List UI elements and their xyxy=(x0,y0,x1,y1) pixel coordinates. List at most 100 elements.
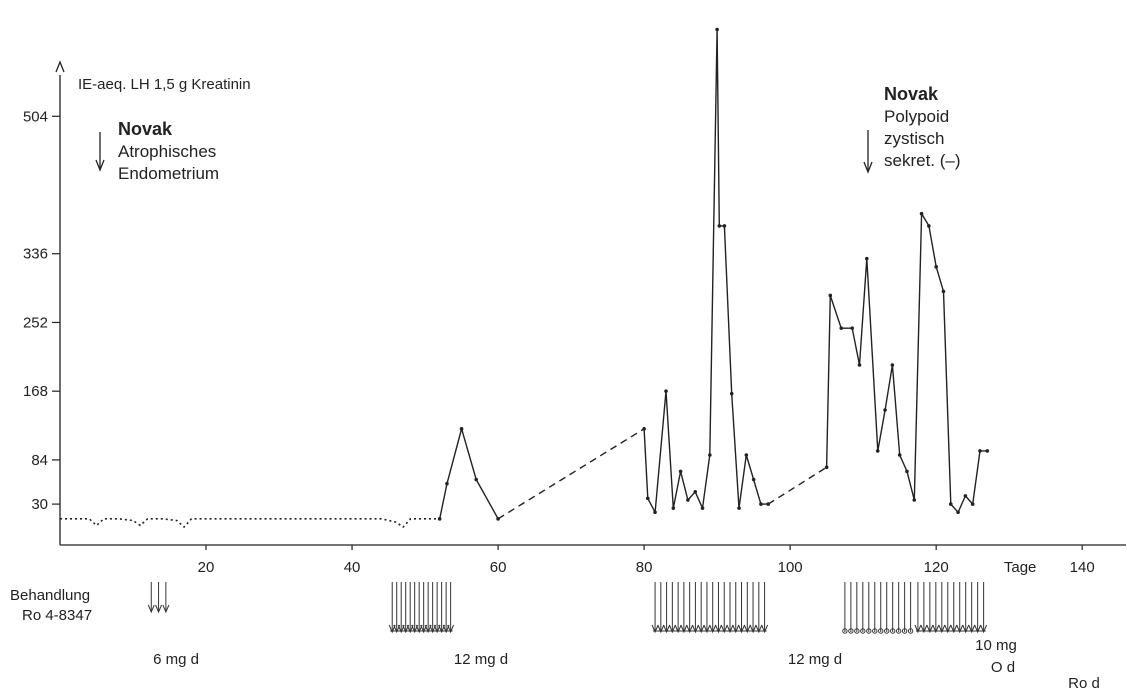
data-point xyxy=(671,506,676,510)
treatment-arrowhead xyxy=(743,624,751,634)
data-point xyxy=(934,265,938,269)
treatment-arrowhead xyxy=(962,624,970,634)
data-point xyxy=(708,453,712,457)
annotation-2-title: Novak xyxy=(884,84,939,104)
y-tick-label: 504 xyxy=(23,108,48,125)
treatment-arrowhead xyxy=(926,624,934,634)
series-line-3 xyxy=(497,428,645,520)
series-line-1 xyxy=(60,517,440,528)
treatment-circle-marker xyxy=(842,628,848,634)
data-point xyxy=(890,363,895,367)
data-point xyxy=(715,27,719,32)
treatment-circle-marker xyxy=(860,628,866,634)
treatment-circle-marker xyxy=(866,628,872,634)
annotation-2-line-2: zystisch xyxy=(884,129,944,148)
treatment-arrowhead xyxy=(968,624,976,634)
annotation-1-arrowhead xyxy=(95,159,105,172)
series-line-6 xyxy=(825,212,988,513)
treatment-arrowhead xyxy=(657,624,665,634)
data-point xyxy=(875,449,880,453)
treatment-arrowhead xyxy=(755,624,763,634)
data-point xyxy=(905,469,909,474)
data-point xyxy=(897,453,902,457)
treatment-arrowhead xyxy=(932,624,940,634)
data-point xyxy=(642,427,646,431)
y-tick-label: 168 xyxy=(23,383,48,400)
series-line-4 xyxy=(643,28,769,513)
y-axis-arrowhead xyxy=(55,60,65,73)
treatment-circle-marker xyxy=(895,628,902,634)
treatment-arrowhead xyxy=(974,624,982,634)
treatment-arrowhead xyxy=(944,624,952,634)
data-point xyxy=(729,391,734,396)
data-point xyxy=(751,477,756,482)
treatment-circle-marker xyxy=(878,628,884,634)
annotation-1-line-1: Atrophisches xyxy=(118,142,216,161)
y-axis-label: IE-aeq. LH 1,5 g Kreatinin xyxy=(78,76,251,93)
data-point xyxy=(437,517,442,521)
annotation-2-arrowhead xyxy=(863,161,873,174)
data-point xyxy=(839,326,844,330)
treatment-arrowhead xyxy=(726,624,734,634)
x-axis-ticks: 20 40 60 80 100 120 140 xyxy=(198,545,1095,576)
series-line-2 xyxy=(439,428,499,520)
treatment-circle-marker xyxy=(872,628,878,634)
treatment-arrowhead xyxy=(956,624,964,634)
y-tick-label: 84 xyxy=(31,452,48,469)
treatment-circle-marker xyxy=(854,628,860,634)
treatment-arrowhead xyxy=(651,624,659,634)
treatment-arrowhead xyxy=(920,624,928,634)
data-point xyxy=(963,494,968,498)
annotation-2-line-3: sekret. (–) xyxy=(884,151,961,170)
data-point xyxy=(744,453,749,457)
data-point xyxy=(717,224,722,228)
data-point xyxy=(445,481,449,486)
treatment-arrowhead xyxy=(709,624,717,634)
data-point xyxy=(759,502,763,506)
data-point xyxy=(985,449,990,453)
x-axis-unit-label: Tage xyxy=(1004,559,1037,576)
data-point xyxy=(912,498,917,502)
series-line-5 xyxy=(767,466,827,505)
treatment-circle-marker xyxy=(884,628,890,634)
treatment-arrowhead xyxy=(691,624,699,634)
data-point xyxy=(948,502,953,506)
treatment-arrowhead xyxy=(720,624,728,634)
treatment-arrowhead xyxy=(950,624,958,634)
treatment-arrowhead xyxy=(155,604,163,614)
treatment-arrowhead xyxy=(938,624,946,634)
data-point xyxy=(824,465,829,470)
data-point xyxy=(664,389,668,393)
treatment-arrowhead xyxy=(447,624,455,634)
data-point xyxy=(978,449,982,453)
treatment-arrows xyxy=(147,582,988,634)
dose-label-2: 12 mg d xyxy=(454,651,508,668)
data-point xyxy=(941,289,946,294)
dose-label-1: 6 mg d xyxy=(153,651,199,668)
data-point xyxy=(857,363,862,367)
data-point xyxy=(722,224,727,228)
annotation-2-line-1: Polypoid xyxy=(884,107,949,126)
x-tick-label: 120 xyxy=(924,559,949,576)
treatment-arrowhead xyxy=(663,624,671,634)
x-tick-label: 140 xyxy=(1070,559,1095,576)
data-point xyxy=(700,506,705,510)
treatment-label-line-1: Behandlung xyxy=(10,587,90,604)
treatment-arrowhead xyxy=(749,624,757,634)
data-point xyxy=(693,490,698,494)
treatment-arrowhead xyxy=(162,604,170,614)
treatment-arrowhead xyxy=(680,624,688,634)
treatment-arrowhead xyxy=(761,624,769,634)
y-tick-label: 30 xyxy=(31,496,48,513)
dose-label-3: 12 mg d xyxy=(788,651,842,668)
data-point xyxy=(883,408,887,412)
treatment-arrowhead xyxy=(686,624,694,634)
dose-label-4: 10 mg xyxy=(975,637,1017,654)
data-point xyxy=(956,510,960,515)
annotation-1-line-2: Endometrium xyxy=(118,164,219,183)
data-point xyxy=(850,326,854,330)
data-point xyxy=(970,502,975,506)
treatment-label-line-2: Ro 4-8347 xyxy=(22,607,92,624)
x-tick-label: 40 xyxy=(344,559,361,576)
